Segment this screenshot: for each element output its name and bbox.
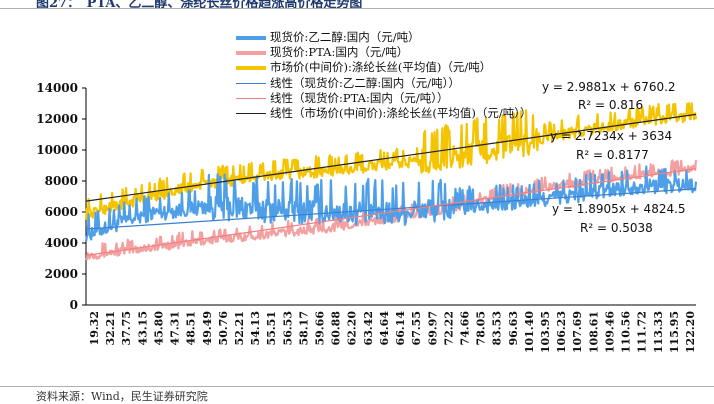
legend-swatch-eg [236,35,266,40]
x-tick-label: 74.66 [458,311,471,346]
trendline-eg [85,188,697,230]
x-tick-label: 54.13 [249,311,262,345]
x-tick-label: 67.55 [410,311,423,345]
x-tick-label: 52.21 [233,311,246,345]
x-tick-label: 19.32 [88,311,101,345]
x-tick-label: 96.63 [507,311,520,345]
x-tick-label: 64.64 [378,311,391,346]
x-tick-label: 108.61 [587,311,600,353]
legend-item-filament: 市场价(中间价):涤纶长丝(平均值)（元/吨） [236,60,531,75]
chart-legend: 现货价:乙二醇:国内（元/吨） 现货价:PTA:国内（元/吨） 市场价(中间价)… [236,30,531,121]
legend-item-trend-eg: 线性（现货价:乙二醇:国内（元/吨）） [236,76,531,91]
x-tick-label: 109.46 [603,311,616,353]
y-tick-label: 14000 [36,81,78,95]
trend-equation-pta: y = 2.7234x + 3634 [550,129,673,143]
axes [85,88,696,306]
legend-swatch-filament [236,66,266,70]
y-tick-label: 8000 [45,174,78,188]
y-tick-label: 12000 [36,112,78,126]
legend-label-trend-eg: 线性（现货价:乙二醇:国内（元/吨）） [270,75,460,90]
x-tick-label: 55.51 [265,311,278,345]
x-tick-label: 62.20 [346,311,359,346]
legend-swatch-trend-eg [236,82,266,84]
x-tick-label: 37.75 [120,311,133,345]
legend-item-pta: 现货价:PTA:国内（元/吨） [236,45,531,60]
series-line-eg [84,165,698,243]
bottom-divider [0,386,714,387]
legend-label-pta: 现货价:PTA:国内（元/吨） [270,45,409,60]
x-tick-label: 113.33 [652,311,665,353]
trendline-pta [85,168,697,256]
x-tick-label: 43.15 [136,311,149,345]
trend-r2-filament: R² = 0.816 [578,98,644,112]
trendline-filament [85,113,697,202]
trend-r2-pta: R² = 0.8177 [576,148,649,162]
y-tick-label: 4000 [45,236,78,250]
legend-label-trend-filament: 线性（市场价(中间价):涤纶长丝(平均值)（元/吨）） [270,106,532,121]
price-chart: 0 2000 4000 6000 8000 10000 12000 14000 19.32 32.… [36,81,698,353]
x-tick-label: 69.97 [426,311,439,345]
x-tick-label: 66.14 [394,311,407,346]
series-line-filament [84,102,698,221]
x-tick-label: 49.49 [201,311,214,345]
trend-r2-eg: R² = 0.5038 [580,221,653,235]
legend-swatch-pta [236,50,266,55]
x-tick-label: 47.31 [169,311,182,345]
legend-swatch-trend-filament [236,113,266,115]
top-divider [0,8,714,9]
x-tick-label: 59.66 [314,311,327,346]
legend-item-trend-filament: 线性（市场价(中间价):涤纶长丝(平均值)（元/吨）） [236,106,531,121]
trend-equation-eg: y = 1.8905x + 4824.5 [552,202,686,216]
y-tick-label: 10000 [36,143,78,157]
x-tick-label: 63.42 [362,311,375,345]
source-note: 资料来源：Wind，民生证券研究院 [36,390,208,403]
x-tick-label: 72.22 [442,311,455,345]
x-tick-label: 101.40 [523,311,536,353]
x-tick-label: 83.53 [491,311,504,345]
legend-label-trend-pta: 线性（现货价:PTA:国内（元/吨）） [270,90,449,105]
x-tick-label: 107.69 [571,311,584,353]
x-tick-label: 103.95 [539,311,552,353]
legend-item-trend-pta: 线性（现货价:PTA:国内（元/吨）） [236,91,531,106]
x-tick-label: 50.76 [217,311,230,346]
y-tick-label: 0 [70,298,78,312]
x-tick-label: 56.53 [281,311,294,345]
y-tick-label: 2000 [45,267,78,281]
x-tick-label: 58.17 [297,311,310,345]
x-tick-label: 110.56 [620,311,633,353]
legend-swatch-trend-pta [236,97,266,99]
x-tick-label: 106.23 [555,311,568,353]
page-title: 图27： PTA、乙二醇、涤纶长丝价格趋涨高价格走势图 [36,0,363,11]
x-tick-label: 32.21 [104,311,117,345]
y-tick-label: 6000 [45,205,78,219]
x-tick-label: 115.95 [668,311,681,353]
x-tick-label: 60.88 [330,311,343,346]
legend-item-eg: 现货价:乙二醇:国内（元/吨） [236,30,531,45]
trend-equation-filament: y = 2.9881x + 6760.2 [542,80,676,94]
x-tick-label: 78.05 [475,311,488,345]
x-tick-label: 122.20 [684,311,697,353]
x-tick-label: 48.51 [185,311,198,345]
legend-label-eg: 现货价:乙二醇:国内（元/吨） [270,30,420,44]
x-tick-label: 45.80 [152,311,165,346]
legend-label-filament: 市场价(中间价):涤纶长丝(平均值)（元/吨） [270,60,492,75]
x-tick-label: 111.72 [636,311,649,353]
